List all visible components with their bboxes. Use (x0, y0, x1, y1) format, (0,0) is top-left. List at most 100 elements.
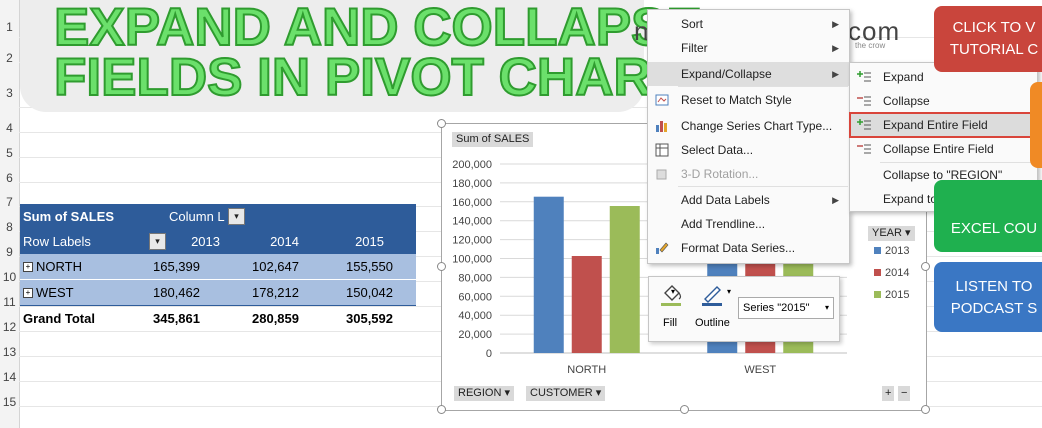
menu-item-add-data-labels[interactable]: Add Data Labels ▶ (648, 188, 849, 212)
pivot-years-row: Row Labels ▾ 2013 2014 2015 (20, 229, 416, 254)
menu-item-expand-collapse[interactable]: Expand/Collapse ▶ (648, 62, 849, 86)
menu-item-change-series-chart-type[interactable]: Change Series Chart Type... (648, 114, 849, 138)
row-number[interactable]: 3 (6, 85, 13, 100)
column-filter-button[interactable]: ▾ (228, 208, 245, 225)
row-number[interactable]: 11 (3, 294, 16, 309)
submenu-item-label: Collapse Entire Field (883, 142, 994, 156)
submenu-item-expand[interactable]: Expand (850, 65, 1037, 89)
submenu-item-expand-entire-field[interactable]: Expand Entire Field (849, 112, 1038, 138)
menu-item-label: Expand/Collapse (681, 67, 772, 81)
row-number[interactable]: 12 (2, 319, 17, 334)
pivot-header-row: Sum of SALES Column L ▾ (20, 204, 416, 229)
menu-item-filter[interactable]: Filter ▶ (648, 36, 849, 60)
cell-value: 155,550 (346, 259, 393, 274)
expand-row-button[interactable]: + (23, 261, 33, 272)
chart-value-field-button[interactable]: Sum of SALES (452, 132, 534, 147)
row-header-gutter (0, 0, 20, 428)
excel-course-button[interactable]: EXCEL COU (934, 180, 1042, 252)
resize-handle[interactable] (680, 405, 689, 414)
resize-handle[interactable] (437, 262, 446, 271)
y-tick-label: 100,000 (452, 254, 492, 266)
cell-value: 102,647 (252, 259, 299, 274)
row-number[interactable]: 15 (2, 394, 17, 409)
fill-label: Fill (663, 317, 678, 329)
row-number[interactable]: 10 (2, 269, 17, 284)
fill-button[interactable]: ▾ Fill (657, 283, 687, 339)
collapse-icon (857, 96, 871, 106)
orange-side-button[interactable] (1030, 82, 1042, 168)
submenu-item-label: Collapse (883, 94, 930, 108)
tutorial-button-line-2: TUTORIAL C (949, 41, 1039, 58)
x-tick-label: WEST (744, 364, 776, 376)
submenu-item-collapse[interactable]: Collapse (850, 89, 1037, 113)
menu-item-sort[interactable]: Sort ▶ (648, 12, 849, 36)
pivot-sum-title: Sum of SALES (23, 209, 115, 224)
y-tick-label: 200,000 (452, 159, 492, 171)
y-tick-label: 120,000 (452, 235, 492, 247)
format-series-icon (656, 242, 669, 254)
series-select[interactable]: Series "2015" ▾ (738, 297, 834, 319)
y-tick-label: 40,000 (458, 310, 492, 322)
year-header-2014: 2014 (270, 234, 299, 249)
expand-field-icon (857, 119, 871, 130)
fill-dropdown-arrow: ▾ (671, 287, 676, 296)
year-header-2013: 2013 (191, 234, 220, 249)
expand-row-button[interactable]: + (23, 287, 33, 298)
customer-field-button[interactable]: CUSTOMER ▾ (526, 386, 606, 401)
x-tick-label: NORTH (567, 364, 606, 376)
y-tick-label: 180,000 (452, 178, 492, 190)
resize-handle[interactable] (437, 405, 446, 414)
bar-2014-north (571, 255, 602, 353)
region-field-button[interactable]: REGION ▾ (454, 386, 514, 401)
row-number[interactable]: 7 (6, 195, 13, 209)
menu-item-add-trendline[interactable]: Add Trendline... (648, 212, 849, 236)
logo-fragment-right: com (848, 16, 901, 46)
row-number[interactable]: 1 (6, 19, 13, 34)
row-number[interactable]: 14 (2, 369, 17, 384)
expand-field-plus-button[interactable]: + (882, 386, 895, 401)
row-number[interactable]: 8 (6, 219, 13, 234)
cell-value: 305,592 (346, 311, 393, 326)
paint-bucket-icon (661, 285, 682, 306)
row-filter-button[interactable]: ▾ (149, 233, 166, 250)
submenu-item-collapse-entire-field[interactable]: Collapse Entire Field (850, 137, 1037, 161)
region-field-label: REGION (458, 387, 502, 399)
chevron-right-icon: ▶ (832, 43, 839, 53)
cell-value: 150,042 (346, 285, 393, 300)
collapse-field-minus-button[interactable]: − (898, 386, 911, 401)
legend-swatch-2015 (874, 291, 881, 298)
podcast-button[interactable]: LISTEN TO PODCAST S (934, 262, 1042, 332)
resize-handle[interactable] (437, 119, 446, 128)
row-number[interactable]: 5 (6, 145, 13, 160)
row-number[interactable]: 2 (6, 50, 13, 65)
outline-button[interactable]: ▾ Outline (693, 283, 735, 339)
row-number[interactable]: 4 (6, 120, 13, 135)
rotation-3d-icon (656, 169, 667, 180)
menu-item-label: Select Data... (681, 143, 754, 157)
tutorial-button[interactable]: CLICK TO V TUTORIAL C (934, 6, 1042, 72)
menu-item-format-data-series[interactable]: Format Data Series... (648, 236, 849, 260)
outline-dropdown-arrow: ▾ (727, 287, 732, 296)
resize-handle[interactable] (921, 405, 930, 414)
menu-item-select-data[interactable]: Select Data... (648, 138, 849, 162)
menu-separator (678, 86, 848, 87)
cell-value: 180,462 (153, 285, 200, 300)
menu-item-label: Add Trendline... (681, 217, 766, 231)
cell-value: 280,859 (252, 311, 299, 326)
row-number[interactable]: 9 (6, 244, 13, 259)
resize-handle[interactable] (921, 262, 930, 271)
row-number[interactable]: 13 (2, 344, 17, 359)
menu-item-reset-to-match-style[interactable]: Reset to Match Style (648, 88, 849, 112)
y-tick-label: 60,000 (458, 291, 492, 303)
legend-swatch-2013 (874, 247, 881, 254)
menu-item-label: Reset to Match Style (681, 93, 792, 107)
menu-separator (880, 162, 1035, 163)
cell-value: 178,212 (252, 285, 299, 300)
table-row: + NORTH 165,399 102,647 155,550 (20, 254, 416, 279)
submenu-item-collapse-to-region[interactable]: Collapse to "REGION" (850, 163, 1037, 187)
legend-year-field-button[interactable]: YEAR ▾ (868, 226, 915, 241)
grand-total-label: Grand Total (23, 311, 95, 326)
banner-title-line-1: EXPAND AND COLLAPSE (53, 0, 703, 57)
grand-total-row: Grand Total 345,861 280,859 305,592 (20, 305, 416, 331)
row-number[interactable]: 6 (6, 170, 13, 185)
